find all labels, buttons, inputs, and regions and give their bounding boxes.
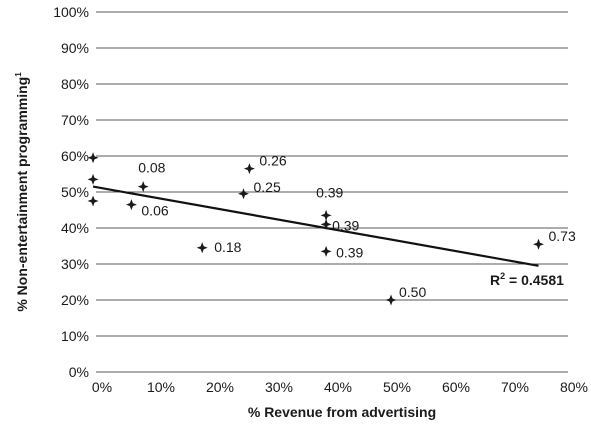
data-label: 0.50 bbox=[399, 284, 426, 300]
data-label: 0.08 bbox=[138, 160, 165, 176]
x-tick-label: 30% bbox=[265, 379, 293, 395]
data-point bbox=[320, 245, 332, 257]
data-label: 0.25 bbox=[254, 179, 281, 195]
x-axis-ticks: 0% 10% 20% 30% 40% 50% 60% 70% 80% bbox=[92, 379, 588, 395]
x-axis-title: % Revenue from advertising bbox=[248, 404, 436, 420]
y-tick-label: 70% bbox=[61, 112, 89, 128]
y-axis-ticks: 0% 10% 20% 30% 40% 50% 60% 70% 80% 90% 100% bbox=[53, 4, 89, 380]
x-tick-label: 80% bbox=[560, 379, 588, 395]
x-tick-label: 50% bbox=[383, 379, 411, 395]
data-point bbox=[137, 181, 149, 193]
r2-base: R bbox=[490, 272, 500, 288]
y-tick-label: 100% bbox=[53, 4, 89, 20]
y-axis-title-text: % Non-entertainment programming bbox=[14, 77, 30, 312]
data-label: 0.39 bbox=[332, 217, 359, 233]
data-label: 0.39 bbox=[316, 184, 343, 200]
r-squared-annotation: R2 = 0.4581 bbox=[490, 271, 564, 288]
data-point bbox=[238, 188, 249, 200]
y-tick-label: 10% bbox=[61, 328, 89, 344]
x-tick-label: 60% bbox=[442, 379, 470, 395]
data-point bbox=[87, 152, 99, 164]
r2-value: = 0.4581 bbox=[505, 272, 564, 288]
data-point bbox=[87, 173, 99, 185]
y-tick-label: 0% bbox=[69, 364, 89, 380]
trendline bbox=[92, 185, 539, 267]
data-point bbox=[385, 294, 397, 306]
x-tick-label: 40% bbox=[324, 379, 352, 395]
y-tick-label: 20% bbox=[61, 292, 89, 308]
y-axis-title: % Non-entertainment programming1 bbox=[14, 72, 30, 312]
x-tick-label: 70% bbox=[501, 379, 529, 395]
data-label: 0.39 bbox=[336, 244, 363, 260]
y-tick-label: 80% bbox=[61, 76, 89, 92]
data-point bbox=[196, 242, 208, 254]
data-point bbox=[125, 199, 137, 211]
x-tick-label: 0% bbox=[92, 379, 112, 395]
point-labels: 0.06 0.08 0.18 0.25 0.26 0.39 0.39 0.39 0.50 0.73 bbox=[138, 153, 576, 300]
data-point bbox=[243, 163, 255, 175]
y-tick-label: 90% bbox=[61, 40, 89, 56]
x-tick-label: 10% bbox=[147, 379, 175, 395]
data-points bbox=[87, 152, 544, 306]
x-tick-label: 20% bbox=[206, 379, 234, 395]
data-point bbox=[320, 209, 332, 221]
y-tick-label: 50% bbox=[61, 184, 89, 200]
data-label: 0.26 bbox=[259, 153, 286, 169]
y-axis-title-superscript: 1 bbox=[14, 72, 23, 77]
y-tick-label: 40% bbox=[61, 220, 89, 236]
data-label: 0.06 bbox=[141, 203, 168, 219]
y-tick-label: 30% bbox=[61, 256, 89, 272]
r2-superscript: 2 bbox=[500, 271, 505, 281]
data-point bbox=[320, 218, 332, 230]
data-label: 0.73 bbox=[549, 228, 576, 244]
data-point bbox=[533, 238, 544, 250]
data-point bbox=[87, 195, 99, 207]
data-label: 0.18 bbox=[214, 239, 241, 255]
y-tick-label: 60% bbox=[61, 148, 89, 164]
